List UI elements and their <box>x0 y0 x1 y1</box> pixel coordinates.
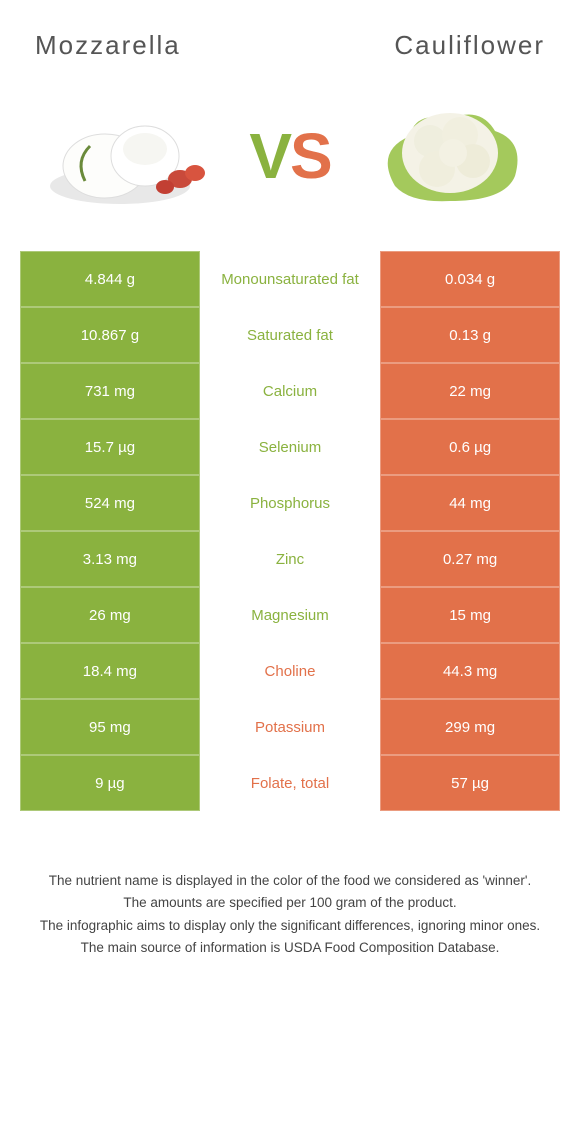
table-row: 95 mgPotassium299 mg <box>20 699 560 755</box>
vs-s-letter: S <box>290 120 331 192</box>
right-food-title: Cauliflower <box>394 30 545 61</box>
left-value: 26 mg <box>20 587 200 643</box>
table-row: 18.4 mgCholine44.3 mg <box>20 643 560 699</box>
left-value: 3.13 mg <box>20 531 200 587</box>
left-value: 4.844 g <box>20 251 200 307</box>
nutrient-label: Zinc <box>200 531 380 587</box>
footer-line: The main source of information is USDA F… <box>30 938 550 958</box>
left-value: 95 mg <box>20 699 200 755</box>
nutrient-label: Folate, total <box>200 755 380 811</box>
left-food-title: Mozzarella <box>35 30 181 61</box>
right-value: 299 mg <box>380 699 560 755</box>
footer-line: The amounts are specified per 100 gram o… <box>30 893 550 913</box>
header: Mozzarella Cauliflower <box>0 0 580 71</box>
nutrient-label: Calcium <box>200 363 380 419</box>
vs-label: VS <box>249 119 330 193</box>
footer-line: The nutrient name is displayed in the co… <box>30 871 550 891</box>
right-value: 15 mg <box>380 587 560 643</box>
nutrient-label: Phosphorus <box>200 475 380 531</box>
nutrient-label: Saturated fat <box>200 307 380 363</box>
footer-notes: The nutrient name is displayed in the co… <box>0 811 580 980</box>
table-row: 9 µgFolate, total57 µg <box>20 755 560 811</box>
right-value: 0.27 mg <box>380 531 560 587</box>
nutrient-label: Selenium <box>200 419 380 475</box>
table-row: 26 mgMagnesium15 mg <box>20 587 560 643</box>
mozzarella-icon <box>45 91 215 221</box>
left-value: 731 mg <box>20 363 200 419</box>
nutrient-label: Potassium <box>200 699 380 755</box>
left-value: 15.7 µg <box>20 419 200 475</box>
left-value: 18.4 mg <box>20 643 200 699</box>
right-value: 0.034 g <box>380 251 560 307</box>
nutrient-table: 4.844 gMonounsaturated fat0.034 g10.867 … <box>20 251 560 811</box>
left-value: 9 µg <box>20 755 200 811</box>
right-value: 22 mg <box>380 363 560 419</box>
right-value: 44.3 mg <box>380 643 560 699</box>
table-row: 4.844 gMonounsaturated fat0.034 g <box>20 251 560 307</box>
nutrient-label: Monounsaturated fat <box>200 251 380 307</box>
left-value: 524 mg <box>20 475 200 531</box>
right-value: 0.6 µg <box>380 419 560 475</box>
table-row: 15.7 µgSelenium0.6 µg <box>20 419 560 475</box>
vs-v-letter: V <box>249 120 290 192</box>
table-row: 731 mgCalcium22 mg <box>20 363 560 419</box>
nutrient-label: Magnesium <box>200 587 380 643</box>
right-value: 44 mg <box>380 475 560 531</box>
nutrient-label: Choline <box>200 643 380 699</box>
cauliflower-icon <box>365 91 535 221</box>
footer-line: The infographic aims to display only the… <box>30 916 550 936</box>
table-row: 10.867 gSaturated fat0.13 g <box>20 307 560 363</box>
right-value: 0.13 g <box>380 307 560 363</box>
table-row: 3.13 mgZinc0.27 mg <box>20 531 560 587</box>
table-row: 524 mgPhosphorus44 mg <box>20 475 560 531</box>
hero-row: VS <box>0 71 580 251</box>
right-value: 57 µg <box>380 755 560 811</box>
left-value: 10.867 g <box>20 307 200 363</box>
